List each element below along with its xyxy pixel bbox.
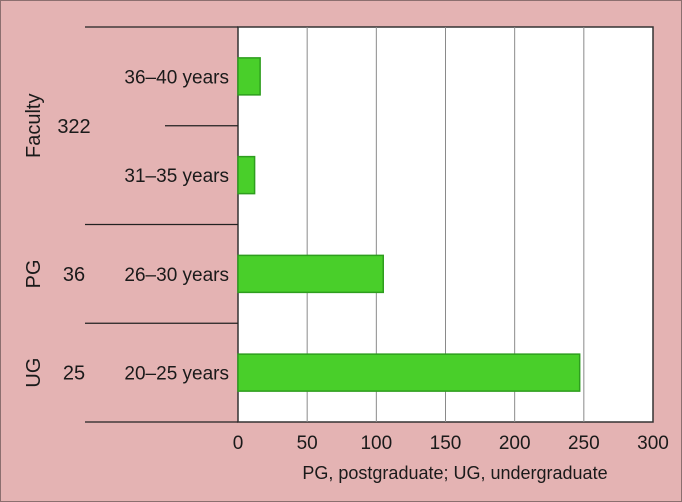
group-labels: Faculty 322 PG 36 UG 25 (23, 94, 91, 388)
footnote: PG, postgraduate; UG, undergraduate (302, 463, 607, 483)
x-tick-label: 300 (637, 433, 669, 454)
category-label: 36–40 years (124, 67, 229, 88)
bar (237, 57, 261, 96)
bar (237, 155, 256, 195)
group-count: 322 (57, 116, 90, 138)
group-label: PG (23, 259, 45, 288)
x-tick-label: 200 (499, 433, 531, 454)
category-label: 26–30 years (124, 265, 229, 286)
group-label: UG (23, 358, 45, 388)
bar (237, 254, 384, 294)
x-tick-label: 0 (233, 433, 244, 454)
category-label: 20–25 years (124, 364, 229, 385)
group-count: 36 (63, 264, 85, 286)
bar (237, 353, 581, 392)
x-tick-label: 100 (360, 433, 392, 454)
group-separators (85, 26, 238, 423)
group-count: 25 (63, 363, 85, 385)
x-tick-label: 50 (297, 433, 318, 454)
category-label: 31–35 years (124, 166, 229, 187)
group-label: Faculty (23, 94, 45, 158)
x-tick-label: 250 (568, 433, 600, 454)
x-tick-labels: 0 50 100 150 200 250 300 (233, 433, 669, 454)
category-labels: 36–40 years 31–35 years 26–30 years 20–25 y… (124, 67, 229, 384)
bars (237, 57, 581, 392)
x-tick-label: 150 (430, 433, 462, 454)
